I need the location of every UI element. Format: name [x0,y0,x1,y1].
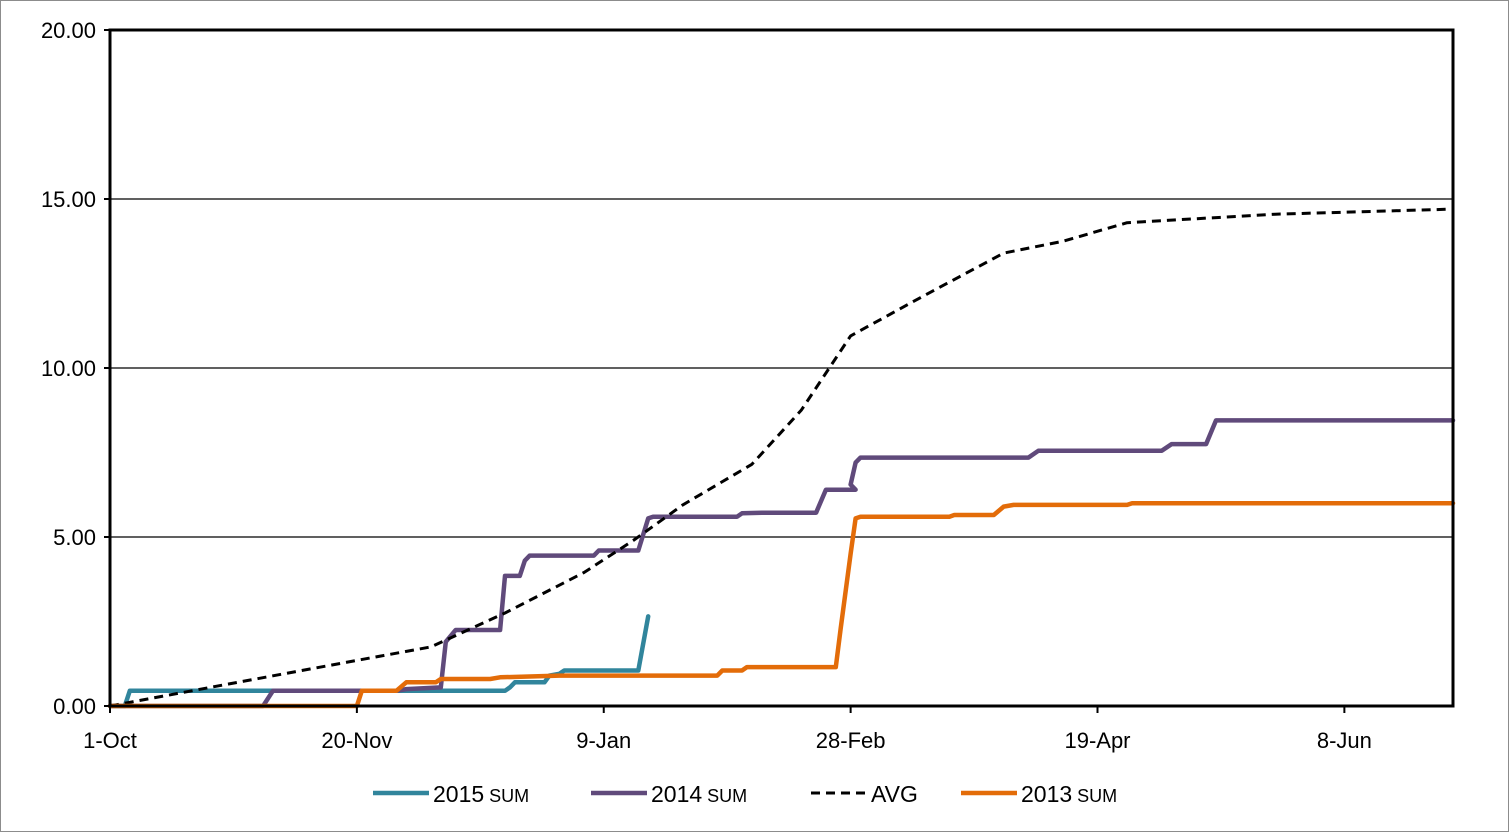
x-tick-label: 9-Jan [576,728,631,753]
legend-label-avg: AVG [871,781,918,807]
series-layer [107,207,1456,709]
series-line-2015 [107,614,651,709]
x-tick-label: 28-Feb [816,728,886,753]
series-line-2013 [107,500,1456,709]
series-line-avg [109,207,1454,708]
x-tick-label: 19-Apr [1064,728,1130,753]
y-axis: 0.00 5.00 10.00 15.00 20.00 [41,18,110,719]
legend-label-2015: 2015 SUM [433,781,529,807]
y-tick-label: 20.00 [41,18,96,43]
y-tick-label: 15.00 [41,187,96,212]
x-tick-label: 8-Jun [1317,728,1372,753]
y-tick-label: 5.00 [53,525,96,550]
legend: 2015 SUM 2014 SUM AVG 2013 SUM [373,781,1117,807]
legend-label-2014: 2014 SUM [651,781,747,807]
series-line-2014 [107,418,1456,709]
x-axis: 1-Oct 20-Nov 9-Jan 28-Feb 19-Apr 8-Jun [83,706,1372,753]
x-tick-label: 1-Oct [83,728,137,753]
y-tick-label: 0.00 [53,694,96,719]
legend-label-2013: 2013 SUM [1021,781,1117,807]
x-tick-label: 20-Nov [321,728,392,753]
gridlines [110,198,1453,538]
y-tick-label: 10.00 [41,356,96,381]
